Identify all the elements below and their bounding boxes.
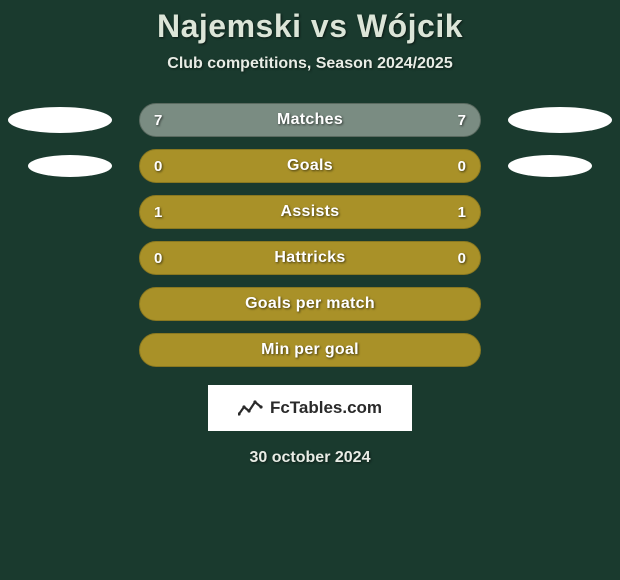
stat-value-right: 7 [458, 112, 466, 129]
comparison-card: Najemski vs Wójcik Club competitions, Se… [0, 0, 620, 580]
stat-value-right: 1 [458, 204, 466, 221]
stat-value-right: 0 [458, 250, 466, 267]
page-title: Najemski vs Wójcik [157, 8, 463, 45]
fctables-icon [238, 399, 264, 417]
stat-label: Goals [287, 157, 333, 175]
stat-value-left: 0 [154, 158, 162, 175]
avatar-right-small-placeholder [508, 155, 592, 177]
stat-label: Assists [280, 203, 339, 221]
stat-row-gpm: Goals per match [0, 287, 620, 321]
stat-label: Min per goal [261, 341, 359, 359]
stat-bar: 0 Hattricks 0 [139, 241, 481, 275]
stat-bar: 1 Assists 1 [139, 195, 481, 229]
stat-value-left: 1 [154, 204, 162, 221]
watermark-text: FcTables.com [270, 398, 382, 418]
date-label: 30 october 2024 [250, 449, 371, 467]
stat-value-right: 0 [458, 158, 466, 175]
stat-row-assists: 1 Assists 1 [0, 195, 620, 229]
stat-label: Matches [277, 111, 343, 129]
stat-row-mpg: Min per goal [0, 333, 620, 367]
subtitle: Club competitions, Season 2024/2025 [167, 55, 452, 73]
stat-bar: Min per goal [139, 333, 481, 367]
stat-value-left: 7 [154, 112, 162, 129]
stat-label: Goals per match [245, 295, 375, 313]
stat-bar: 0 Goals 0 [139, 149, 481, 183]
stat-row-hattricks: 0 Hattricks 0 [0, 241, 620, 275]
watermark-logo: FcTables.com [208, 385, 412, 431]
stat-row-goals: 0 Goals 0 [0, 149, 620, 183]
stat-row-matches: 7 Matches 7 [0, 103, 620, 137]
stat-label: Hattricks [274, 249, 345, 267]
avatar-left-small-placeholder [28, 155, 112, 177]
stat-bar: Goals per match [139, 287, 481, 321]
avatar-left-placeholder [8, 107, 112, 133]
avatar-right-placeholder [508, 107, 612, 133]
stat-bar: 7 Matches 7 [139, 103, 481, 137]
stat-value-left: 0 [154, 250, 162, 267]
